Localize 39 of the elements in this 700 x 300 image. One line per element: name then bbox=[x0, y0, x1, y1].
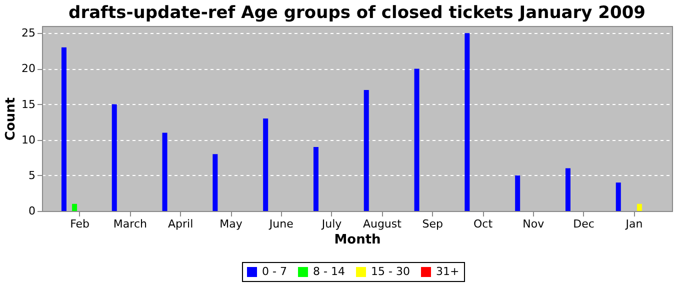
bar bbox=[61, 47, 66, 211]
legend-label: 15 - 30 bbox=[371, 265, 410, 278]
x-axis-title: Month bbox=[334, 232, 381, 248]
x-tick-label: Dec bbox=[573, 218, 594, 230]
bar bbox=[464, 33, 470, 211]
chart-title: drafts-update-ref Age groups of closed tickets January 2009 bbox=[68, 3, 646, 23]
x-tick-label: April bbox=[168, 218, 194, 230]
bar bbox=[212, 154, 218, 211]
y-tick-label: 15 bbox=[22, 98, 36, 111]
x-tick-label: Jan bbox=[624, 218, 643, 230]
x-tick-label: March bbox=[113, 218, 147, 230]
bar bbox=[515, 175, 520, 211]
y-tick-label: 20 bbox=[22, 62, 36, 76]
y-axis-title: Count bbox=[4, 97, 19, 141]
x-tick-label: Nov bbox=[522, 218, 545, 230]
x-tick-label: Feb bbox=[70, 218, 90, 230]
x-tick-label: Oct bbox=[473, 218, 494, 230]
y-tick-label: 25 bbox=[22, 26, 36, 40]
bar bbox=[162, 132, 168, 211]
legend-label: 0 - 7 bbox=[262, 265, 287, 278]
x-tick-label: August bbox=[362, 218, 402, 230]
x-tick-label: June bbox=[268, 218, 294, 230]
y-tick-label: 5 bbox=[28, 168, 36, 182]
bar bbox=[263, 118, 268, 211]
bar bbox=[565, 168, 570, 211]
x-tick-label: May bbox=[220, 218, 243, 230]
bar bbox=[112, 104, 117, 211]
y-tick-label: 10 bbox=[22, 133, 36, 146]
y-tick-label: 0 bbox=[28, 204, 36, 218]
legend-label: 8 - 14 bbox=[313, 265, 345, 278]
bar bbox=[636, 204, 642, 211]
x-tick-label: Sep bbox=[422, 218, 443, 230]
bar bbox=[364, 90, 369, 211]
bar bbox=[414, 68, 420, 211]
bar bbox=[616, 182, 621, 211]
bar bbox=[72, 204, 78, 211]
x-tick-label: July bbox=[320, 218, 342, 230]
legend-label: 31+ bbox=[436, 265, 460, 278]
bar bbox=[313, 146, 318, 211]
